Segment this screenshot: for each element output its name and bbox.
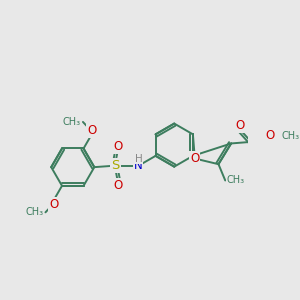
- Text: N: N: [134, 159, 142, 172]
- Text: CH₃: CH₃: [63, 117, 81, 127]
- Text: O: O: [236, 119, 245, 132]
- Text: O: O: [113, 178, 122, 191]
- Text: O: O: [190, 152, 200, 165]
- Text: O: O: [113, 140, 122, 153]
- Text: H: H: [135, 154, 142, 164]
- Text: CH₃: CH₃: [282, 131, 300, 141]
- Text: S: S: [112, 159, 120, 172]
- Text: O: O: [87, 124, 96, 137]
- Text: CH₃: CH₃: [26, 207, 44, 217]
- Text: O: O: [50, 197, 59, 211]
- Text: O: O: [266, 129, 274, 142]
- Text: CH₃: CH₃: [226, 176, 244, 185]
